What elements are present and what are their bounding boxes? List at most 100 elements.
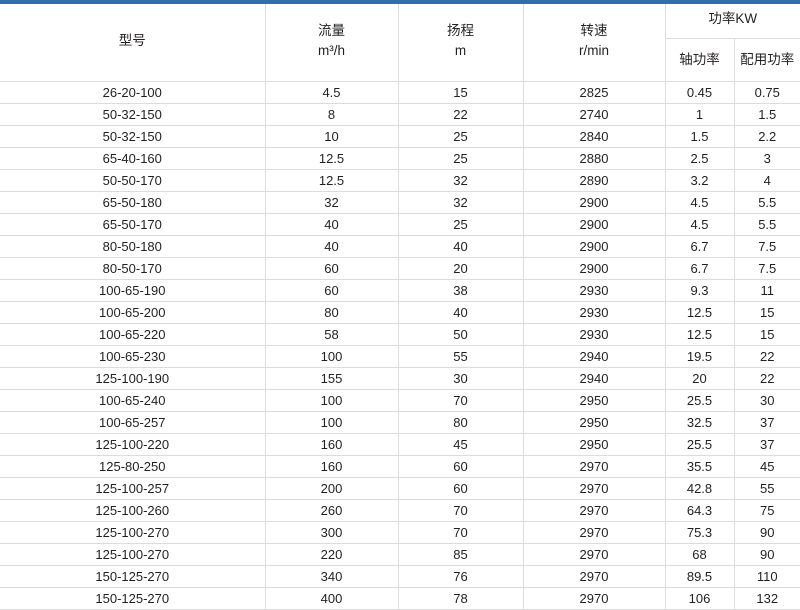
cell-flow: 58	[264, 323, 399, 346]
cell-model: 100-65-240	[0, 389, 266, 412]
cell-model: 65-40-160	[0, 147, 266, 170]
table-row: 50-50-170 12.5 32 2890 3.2 4	[0, 169, 800, 192]
table-row: 125-100-220 160 45 2950 25.5 37	[0, 433, 800, 456]
cell-speed: 2970	[522, 477, 666, 500]
cell-model: 50-50-170	[0, 169, 266, 192]
cell-rated-power: 37	[733, 433, 800, 456]
cell-rated-power: 110	[733, 565, 800, 588]
cell-shaft-power: 25.5	[664, 389, 735, 412]
cell-model: 65-50-170	[0, 213, 266, 236]
cell-shaft-power: 12.5	[664, 323, 735, 346]
cell-speed: 2740	[522, 103, 666, 126]
table-row: 65-50-170 40 25 2900 4.5 5.5	[0, 213, 800, 236]
cell-rated-power: 7.5	[733, 257, 800, 280]
cell-head: 85	[397, 543, 524, 566]
cell-speed: 2900	[522, 235, 666, 258]
cell-flow: 8	[264, 103, 399, 126]
cell-model: 50-32-150	[0, 103, 266, 126]
cell-shaft-power: 75.3	[664, 521, 735, 544]
table-row: 50-32-150 8 22 2740 1 1.5	[0, 103, 800, 126]
cell-shaft-power: 64.3	[664, 499, 735, 522]
column-header-model-line1: 型号	[118, 32, 146, 48]
cell-shaft-power: 6.7	[664, 257, 735, 280]
cell-head: 60	[397, 477, 524, 500]
cell-head: 45	[397, 433, 524, 456]
cell-shaft-power: 42.8	[664, 477, 735, 500]
cell-flow: 340	[264, 565, 399, 588]
cell-speed: 2970	[522, 455, 666, 478]
cell-shaft-power: 19.5	[664, 345, 735, 368]
cell-model: 80-50-170	[0, 257, 266, 280]
cell-rated-power: 75	[733, 499, 800, 522]
column-header-head-line1: 扬程	[447, 22, 474, 38]
cell-speed: 2900	[522, 213, 666, 236]
cell-head: 38	[397, 279, 524, 302]
cell-head: 70	[397, 499, 524, 522]
cell-speed: 2900	[522, 191, 666, 214]
table-row: 65-50-180 32 32 2900 4.5 5.5	[0, 191, 800, 214]
cell-head: 70	[397, 521, 524, 544]
column-header-rated-power: 配用功率	[733, 38, 800, 82]
cell-rated-power: 5.5	[733, 191, 800, 214]
cell-flow: 4.5	[264, 81, 399, 104]
cell-model: 125-100-270	[0, 521, 266, 544]
cell-speed: 2950	[522, 389, 666, 412]
table-row: 125-80-250 160 60 2970 35.5 45	[0, 455, 800, 478]
cell-flow: 155	[264, 367, 399, 390]
column-header-flow-line2: m³/h	[318, 42, 345, 58]
cell-speed: 2890	[522, 169, 666, 192]
cell-rated-power: 30	[733, 389, 800, 412]
cell-head: 22	[397, 103, 524, 126]
cell-rated-power: 45	[733, 455, 800, 478]
cell-rated-power: 2.2	[733, 125, 800, 148]
cell-model: 100-65-220	[0, 323, 266, 346]
cell-head: 32	[397, 191, 524, 214]
table-row: 100-65-220 58 50 2930 12.5 15	[0, 323, 800, 346]
cell-flow: 160	[264, 455, 399, 478]
table-row: 150-125-270 340 76 2970 89.5 110	[0, 565, 800, 588]
cell-head: 30	[397, 367, 524, 390]
column-header-flow-line1: 流量	[318, 22, 345, 38]
cell-speed: 2970	[522, 565, 666, 588]
cell-rated-power: 0.75	[733, 81, 800, 104]
cell-speed: 2900	[522, 257, 666, 280]
cell-shaft-power: 4.5	[664, 191, 735, 214]
cell-shaft-power: 2.5	[664, 147, 735, 170]
cell-rated-power: 3	[733, 147, 800, 170]
table-body: 26-20-100 4.5 15 2825 0.45 0.75 50-32-150 8 22 27…	[0, 81, 800, 610]
cell-shaft-power: 4.5	[664, 213, 735, 236]
table-row: 80-50-180 40 40 2900 6.7 7.5	[0, 235, 800, 258]
cell-flow: 12.5	[264, 169, 399, 192]
cell-rated-power: 90	[733, 543, 800, 566]
cell-shaft-power: 0.45	[664, 81, 735, 104]
cell-rated-power: 55	[733, 477, 800, 500]
cell-model: 65-50-180	[0, 191, 266, 214]
cell-model: 100-65-200	[0, 301, 266, 324]
cell-rated-power: 4	[733, 169, 800, 192]
cell-head: 40	[397, 235, 524, 258]
table-row: 100-65-230 100 55 2940 19.5 22	[0, 345, 800, 368]
cell-model: 80-50-180	[0, 235, 266, 258]
cell-rated-power: 15	[733, 301, 800, 324]
cell-flow: 100	[264, 345, 399, 368]
cell-rated-power: 37	[733, 411, 800, 434]
table-row: 125-100-270 220 85 2970 68 90	[0, 543, 800, 566]
cell-head: 76	[397, 565, 524, 588]
cell-flow: 10	[264, 125, 399, 148]
table-row: 125-100-257 200 60 2970 42.8 55	[0, 477, 800, 500]
cell-head: 15	[397, 81, 524, 104]
cell-speed: 2970	[522, 499, 666, 522]
cell-shaft-power: 3.2	[664, 169, 735, 192]
cell-flow: 220	[264, 543, 399, 566]
cell-rated-power: 90	[733, 521, 800, 544]
column-header-power-group: 功率KW	[664, 0, 800, 39]
cell-model: 100-65-230	[0, 345, 266, 368]
cell-speed: 2930	[522, 301, 666, 324]
cell-flow: 100	[264, 389, 399, 412]
cell-model: 125-100-260	[0, 499, 266, 522]
top-accent-rule	[0, 0, 800, 4]
cell-speed: 2950	[522, 433, 666, 456]
header-row-secondary: 轴功率 配用功率	[0, 38, 800, 82]
cell-rated-power: 11	[733, 279, 800, 302]
